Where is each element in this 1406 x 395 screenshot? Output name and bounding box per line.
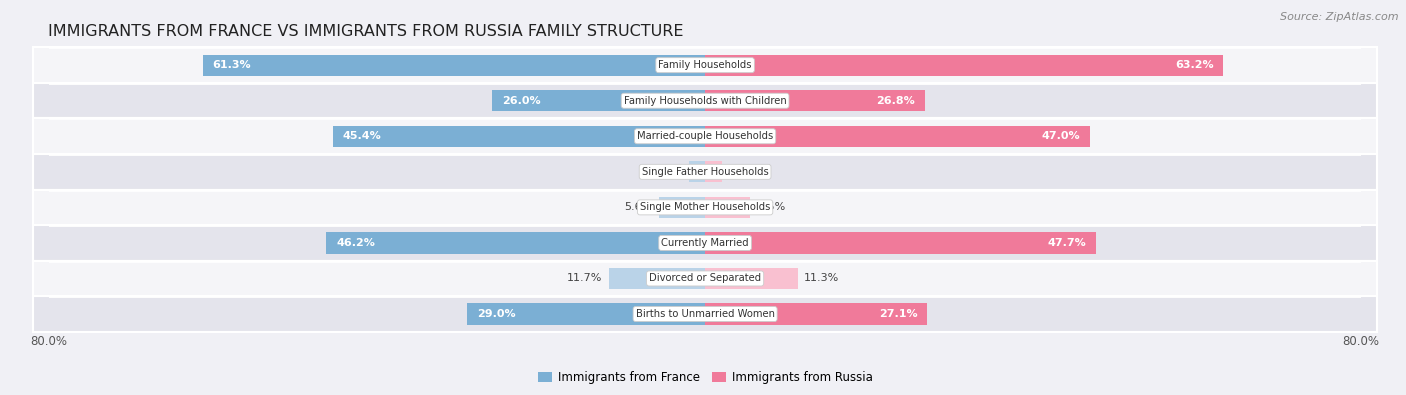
Text: Family Households: Family Households <box>658 60 752 70</box>
Text: 45.4%: 45.4% <box>343 131 381 141</box>
Bar <box>333 126 706 147</box>
Text: Divorced or Separated: Divorced or Separated <box>650 273 761 284</box>
Bar <box>706 303 928 325</box>
Text: 27.1%: 27.1% <box>879 309 918 319</box>
Text: Births to Unmarried Women: Births to Unmarried Women <box>636 309 775 319</box>
Text: Currently Married: Currently Married <box>661 238 749 248</box>
Text: Family Households with Children: Family Households with Children <box>624 96 786 106</box>
FancyBboxPatch shape <box>32 154 1378 190</box>
FancyBboxPatch shape <box>32 47 1378 83</box>
FancyBboxPatch shape <box>32 225 1378 261</box>
Text: 11.3%: 11.3% <box>804 273 839 284</box>
FancyBboxPatch shape <box>32 190 1378 225</box>
Bar <box>706 126 1091 147</box>
Text: 5.6%: 5.6% <box>624 202 652 213</box>
Text: 47.7%: 47.7% <box>1047 238 1087 248</box>
Bar <box>706 161 721 182</box>
Text: 61.3%: 61.3% <box>212 60 252 70</box>
Bar <box>467 303 706 325</box>
Text: 2.0%: 2.0% <box>728 167 756 177</box>
Bar <box>706 55 1223 76</box>
Bar <box>706 268 797 289</box>
Bar <box>326 232 706 254</box>
FancyBboxPatch shape <box>32 83 1378 118</box>
Bar <box>706 197 751 218</box>
Text: 11.7%: 11.7% <box>567 273 603 284</box>
Legend: Immigrants from France, Immigrants from Russia: Immigrants from France, Immigrants from … <box>533 366 877 388</box>
Bar <box>609 268 706 289</box>
FancyBboxPatch shape <box>32 261 1378 296</box>
Text: IMMIGRANTS FROM FRANCE VS IMMIGRANTS FROM RUSSIA FAMILY STRUCTURE: IMMIGRANTS FROM FRANCE VS IMMIGRANTS FRO… <box>48 24 683 39</box>
Bar <box>492 90 706 111</box>
Bar <box>706 90 925 111</box>
FancyBboxPatch shape <box>32 118 1378 154</box>
Text: 29.0%: 29.0% <box>477 309 516 319</box>
Text: Single Mother Households: Single Mother Households <box>640 202 770 213</box>
Text: 46.2%: 46.2% <box>336 238 375 248</box>
Text: 63.2%: 63.2% <box>1175 60 1213 70</box>
Bar <box>659 197 706 218</box>
Text: 5.5%: 5.5% <box>756 202 785 213</box>
Text: Married-couple Households: Married-couple Households <box>637 131 773 141</box>
Text: 26.0%: 26.0% <box>502 96 540 106</box>
Text: 26.8%: 26.8% <box>876 96 915 106</box>
Text: 47.0%: 47.0% <box>1042 131 1081 141</box>
Bar <box>706 232 1097 254</box>
Text: Source: ZipAtlas.com: Source: ZipAtlas.com <box>1281 12 1399 22</box>
Text: 2.0%: 2.0% <box>654 167 682 177</box>
FancyBboxPatch shape <box>32 296 1378 332</box>
Bar <box>689 161 706 182</box>
Text: Single Father Households: Single Father Households <box>641 167 769 177</box>
Bar <box>202 55 706 76</box>
